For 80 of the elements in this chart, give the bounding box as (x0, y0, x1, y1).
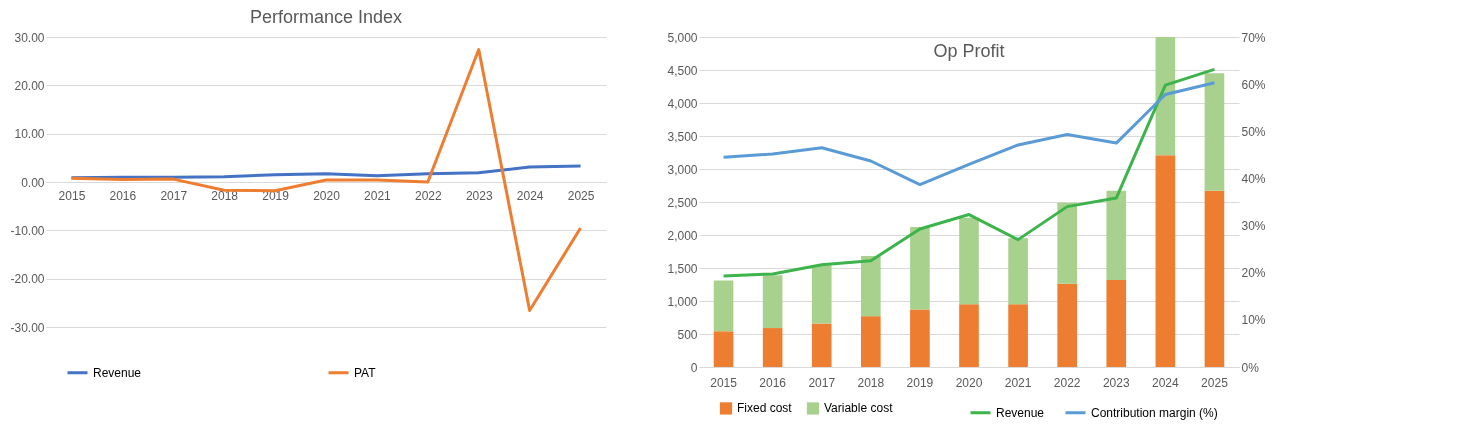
bar (1008, 304, 1028, 367)
x-tick-label: 2018 (857, 375, 885, 390)
y-tick-label: 4,500 (667, 63, 698, 78)
bar (861, 316, 881, 367)
y-tick-label: 1,000 (667, 294, 698, 309)
bar (1106, 190, 1127, 280)
x-tick-label: 2017 (160, 188, 188, 203)
x-tick-label: 2017 (808, 375, 836, 390)
bar (762, 275, 783, 329)
chart-title: Op Profit (933, 41, 1005, 61)
x-tick-label: 2025 (1201, 375, 1229, 390)
bar (910, 227, 930, 310)
bar (910, 309, 930, 367)
x-tick-label: 2016 (759, 375, 787, 390)
y2-tick-label: 40% (1241, 171, 1266, 186)
legend-label: PAT (354, 365, 377, 380)
x-tick-label: 2020 (313, 188, 341, 203)
x-tick-label: 2018 (211, 188, 239, 203)
bar (1106, 279, 1127, 367)
y-tick-label: 3,500 (667, 129, 698, 144)
line-series (69, 164, 583, 180)
y2-tick-label: 10% (1241, 313, 1266, 328)
x-tick-label: 2022 (414, 188, 442, 203)
y-tick-label: 2,000 (667, 228, 698, 243)
y-tick-label: 3,000 (667, 162, 698, 177)
x-tick-label: 2019 (906, 375, 934, 390)
bar (713, 280, 734, 332)
x-tick-label: 2024 (516, 188, 544, 203)
y-tick-label: 5,000 (667, 30, 698, 45)
bar (1155, 155, 1176, 367)
y2-tick-label: 50% (1241, 124, 1266, 139)
line-series (722, 67, 1216, 278)
x-tick-label: 2015 (710, 375, 738, 390)
y-tick-label: 0 (690, 360, 698, 375)
bar (811, 265, 832, 324)
bar (1155, 37, 1176, 156)
y-tick-label: 0.00 (21, 175, 45, 190)
y-tick-label: -30.00 (10, 320, 45, 335)
y-tick-label: 2,500 (667, 195, 698, 210)
legend-label: Contribution margin (%) (1091, 405, 1218, 420)
legend-label: Revenue (93, 365, 142, 380)
legend-label: Revenue (996, 405, 1045, 420)
y-tick-label: 20.00 (14, 78, 45, 93)
x-tick-label: 2025 (567, 188, 595, 203)
bar (1057, 202, 1077, 284)
x-tick-label: 2021 (1004, 375, 1032, 390)
chart-title: Performance Index (249, 7, 403, 27)
y-tick-label: 1,500 (667, 261, 698, 276)
x-tick-label: 2015 (58, 188, 86, 203)
y2-tick-label: 0% (1241, 360, 1260, 375)
y-tick-label: 500 (677, 327, 698, 342)
bar (713, 331, 734, 367)
x-tick-label: 2024 (1152, 375, 1180, 390)
bar (1204, 73, 1225, 191)
x-tick-label: 2016 (109, 188, 137, 203)
legend-label: Fixed cost (737, 401, 793, 416)
bar (1057, 283, 1077, 367)
y-tick-label: 4,000 (667, 96, 698, 111)
y2-tick-label: 60% (1241, 77, 1266, 92)
y-tick-label: -20.00 (10, 272, 45, 287)
x-tick-label: 2022 (1053, 375, 1081, 390)
bar (959, 304, 979, 367)
y2-tick-label: 30% (1241, 219, 1266, 234)
bar (861, 256, 881, 317)
bar (1008, 238, 1028, 305)
legend-label: Variable cost (824, 401, 894, 416)
x-tick-label: 2023 (1102, 375, 1130, 390)
y-tick-label: 30.00 (14, 30, 45, 45)
line-series (722, 81, 1216, 187)
y-tick-label: -10.00 (10, 223, 45, 238)
x-tick-label: 2021 (364, 188, 392, 203)
y2-tick-label: 70% (1241, 30, 1266, 45)
bar (811, 323, 832, 367)
x-tick-label: 2023 (465, 188, 493, 203)
bar (762, 328, 783, 367)
bar (1204, 190, 1225, 367)
x-tick-label: 2020 (955, 375, 983, 390)
y-tick-label: 10.00 (14, 127, 45, 142)
y2-tick-label: 20% (1241, 266, 1266, 281)
bar (959, 217, 979, 305)
